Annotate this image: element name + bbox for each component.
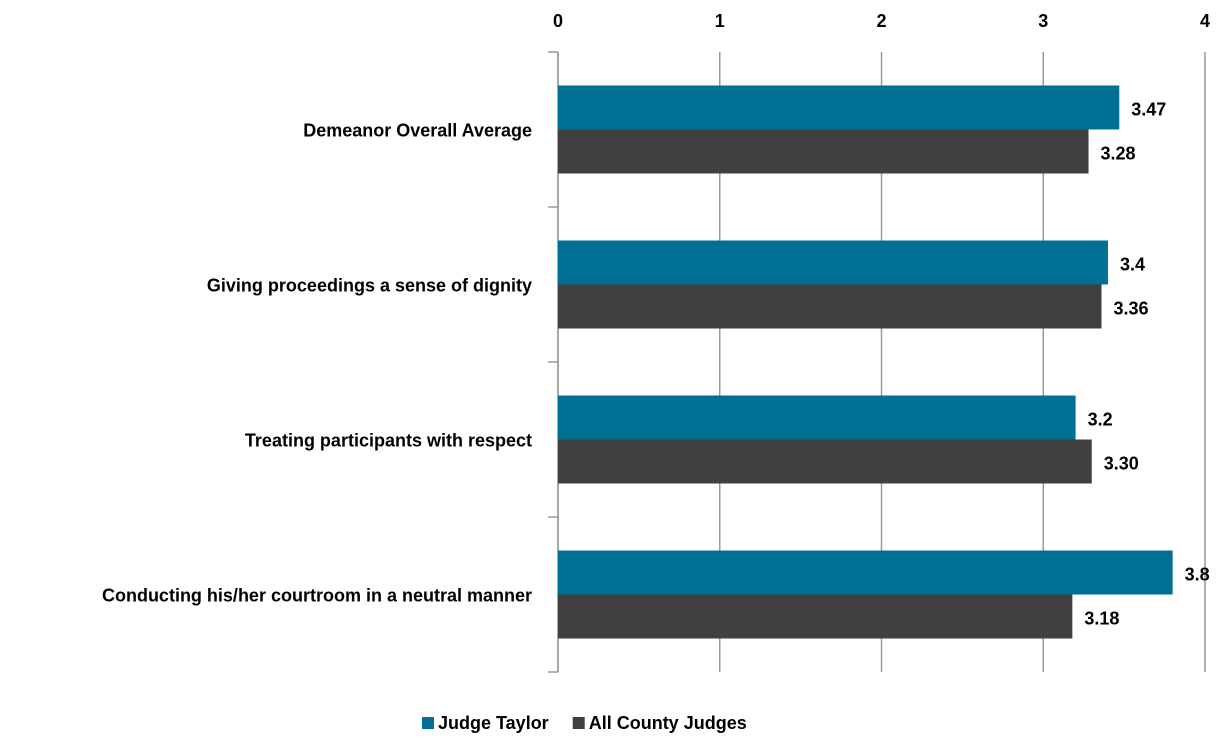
bar bbox=[558, 395, 1076, 440]
legend-swatch bbox=[572, 717, 585, 729]
y-tick-label: Treating participants with respect bbox=[245, 430, 532, 450]
legend-swatch bbox=[422, 717, 434, 729]
x-tick-label: 4 bbox=[1200, 11, 1210, 31]
x-tick-label: 1 bbox=[715, 11, 725, 31]
data-label: 3.36 bbox=[1113, 298, 1148, 318]
legend-label: All County Judges bbox=[589, 713, 747, 733]
bar bbox=[558, 594, 1073, 639]
bar bbox=[558, 550, 1173, 595]
x-tick-label: 3 bbox=[1038, 11, 1048, 31]
y-tick-label: Giving proceedings a sense of dignity bbox=[207, 275, 532, 295]
data-label: 3.28 bbox=[1101, 143, 1136, 163]
bar bbox=[558, 129, 1089, 174]
y-tick-label: Conducting his/her courtroom in a neutra… bbox=[102, 585, 532, 605]
data-label: 3.2 bbox=[1088, 409, 1113, 429]
bar bbox=[558, 439, 1092, 484]
data-label: 3.30 bbox=[1104, 453, 1139, 473]
bar bbox=[558, 240, 1108, 285]
bar bbox=[558, 284, 1102, 329]
data-label: 3.4 bbox=[1120, 254, 1145, 274]
data-label: 3.47 bbox=[1131, 99, 1166, 119]
x-tick-label: 2 bbox=[876, 11, 886, 31]
bar bbox=[558, 85, 1120, 130]
legend-label: Judge Taylor bbox=[438, 713, 549, 733]
y-tick-label: Demeanor Overall Average bbox=[303, 120, 532, 140]
data-label: 3.8 bbox=[1185, 564, 1210, 584]
x-tick-label: 0 bbox=[553, 11, 563, 31]
data-label: 3.18 bbox=[1084, 608, 1119, 628]
